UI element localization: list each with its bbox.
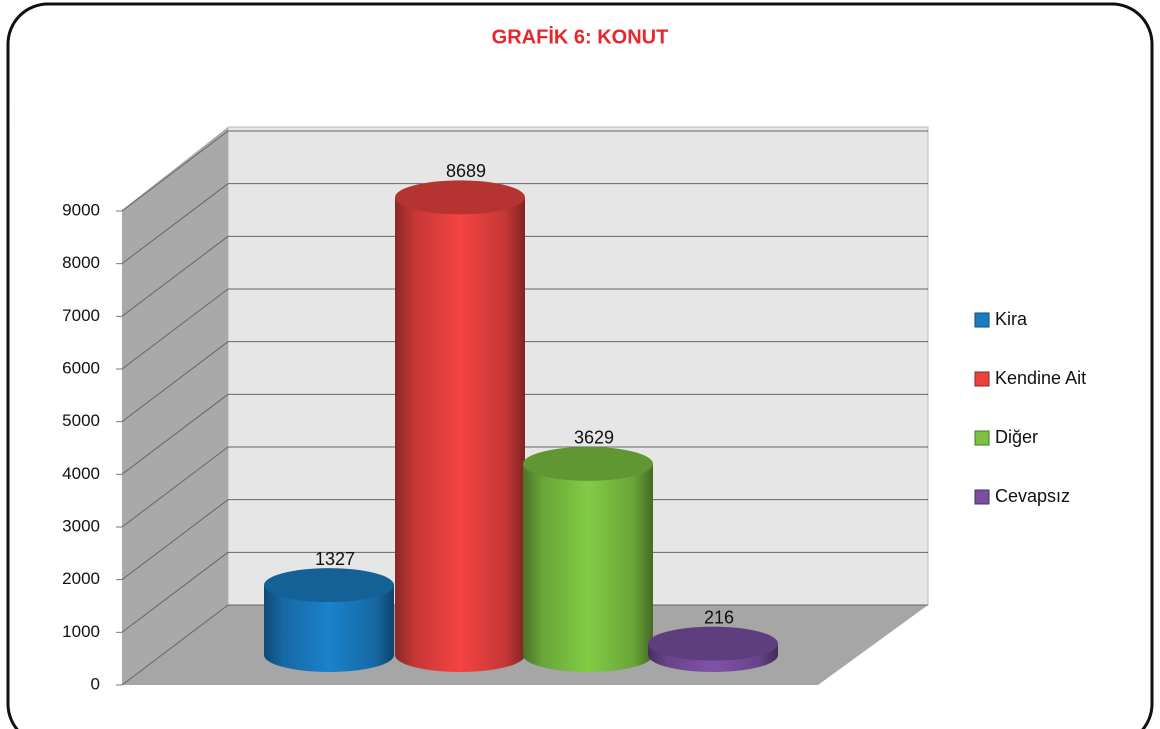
- grid-line: [121, 499, 229, 581]
- y-tick-label: 1000: [62, 622, 100, 641]
- legend-swatch: [974, 489, 990, 505]
- legend-swatch: [974, 312, 990, 328]
- grid-line: [121, 288, 229, 370]
- y-tick-label: 3000: [62, 516, 100, 535]
- grid-line: [121, 393, 229, 475]
- legend-swatch: [974, 430, 990, 446]
- cylinder-top: [523, 446, 653, 481]
- data-label: 216: [704, 607, 734, 627]
- grid-line: [121, 183, 229, 265]
- data-label: 3629: [574, 428, 614, 448]
- cylinder-top: [648, 626, 778, 661]
- y-tick-label: 0: [91, 674, 100, 693]
- grid-line: [121, 551, 229, 633]
- legend-label: Kendine Ait: [995, 368, 1086, 388]
- data-label: 1327: [315, 549, 355, 569]
- legend-label: Cevapsız: [995, 486, 1070, 506]
- grid-line: [121, 604, 229, 686]
- cylinder: [523, 463, 653, 672]
- cylinder: [264, 585, 394, 672]
- grid-line: [121, 446, 229, 528]
- y-tick-label: 2000: [62, 569, 100, 588]
- cylinder-top: [395, 180, 525, 215]
- y-tick-label: 5000: [62, 411, 100, 430]
- grid-line: [121, 130, 229, 212]
- cylinder: [395, 197, 525, 672]
- y-tick-label: 7000: [62, 306, 100, 325]
- y-tick-label: 4000: [62, 464, 100, 483]
- legend-label: Kira: [995, 309, 1028, 329]
- y-tick-label: 6000: [62, 358, 100, 377]
- legend-label: Diğer: [995, 427, 1038, 447]
- cylinder-top: [264, 568, 394, 603]
- side-wall: [122, 127, 228, 685]
- data-label: 8689: [446, 161, 486, 181]
- legend-swatch: [974, 371, 990, 387]
- y-tick-label: 9000: [62, 200, 100, 219]
- y-tick-label: 8000: [62, 253, 100, 272]
- grid-line: [121, 341, 229, 423]
- grid-line: [121, 235, 229, 317]
- chart-title: GRAFİK 6: KONUT: [492, 25, 669, 48]
